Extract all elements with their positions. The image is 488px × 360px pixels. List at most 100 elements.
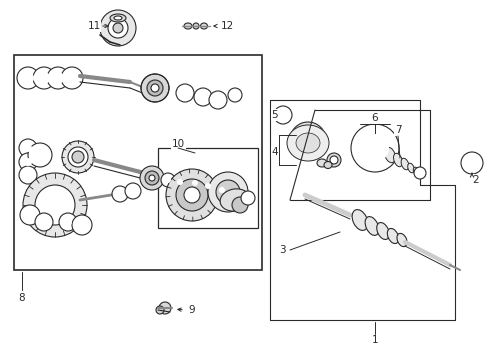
Text: 1: 1 [371, 335, 378, 345]
Circle shape [201, 179, 215, 193]
Ellipse shape [351, 210, 367, 230]
Circle shape [77, 220, 87, 230]
Ellipse shape [295, 133, 319, 153]
Bar [14, 55, 262, 270]
Circle shape [66, 72, 78, 84]
Ellipse shape [396, 233, 406, 247]
Circle shape [72, 151, 84, 163]
Text: 3: 3 [279, 245, 285, 255]
Circle shape [22, 72, 34, 84]
Ellipse shape [324, 162, 331, 168]
Circle shape [33, 67, 55, 89]
Ellipse shape [220, 189, 249, 211]
Circle shape [149, 175, 155, 181]
Circle shape [295, 128, 319, 152]
Circle shape [207, 172, 247, 212]
Circle shape [187, 176, 202, 190]
Text: 5: 5 [271, 110, 278, 120]
Circle shape [19, 166, 37, 184]
Circle shape [47, 67, 69, 89]
Circle shape [19, 153, 37, 171]
Circle shape [183, 187, 200, 203]
Circle shape [100, 10, 136, 46]
Circle shape [19, 139, 37, 157]
Circle shape [215, 183, 228, 197]
Circle shape [465, 157, 477, 169]
Text: 4: 4 [271, 147, 278, 157]
Circle shape [194, 88, 212, 106]
Circle shape [130, 188, 136, 194]
Circle shape [181, 89, 189, 97]
Ellipse shape [407, 163, 413, 173]
Circle shape [227, 88, 242, 102]
Text: 6: 6 [371, 113, 378, 123]
Circle shape [326, 153, 340, 167]
Circle shape [214, 96, 222, 104]
Circle shape [156, 306, 163, 314]
Circle shape [59, 213, 77, 231]
Circle shape [38, 72, 50, 84]
Circle shape [174, 176, 185, 188]
Circle shape [165, 169, 218, 221]
Ellipse shape [400, 158, 408, 170]
Ellipse shape [412, 167, 418, 175]
Circle shape [61, 67, 83, 89]
Circle shape [23, 173, 87, 237]
Ellipse shape [110, 14, 126, 22]
Circle shape [108, 18, 128, 38]
Ellipse shape [286, 125, 328, 161]
Ellipse shape [114, 16, 122, 20]
Circle shape [413, 167, 425, 179]
Circle shape [416, 170, 422, 176]
Circle shape [125, 183, 141, 199]
Circle shape [273, 106, 291, 124]
Circle shape [231, 92, 238, 98]
Text: 10: 10 [172, 139, 185, 149]
Ellipse shape [376, 222, 388, 239]
Circle shape [116, 190, 124, 198]
Circle shape [24, 158, 32, 166]
Circle shape [199, 93, 206, 101]
Circle shape [140, 166, 163, 190]
Circle shape [289, 122, 325, 158]
Ellipse shape [193, 23, 199, 29]
Circle shape [147, 80, 163, 96]
Circle shape [112, 186, 128, 202]
Ellipse shape [386, 229, 398, 244]
Circle shape [231, 197, 247, 213]
Text: 7: 7 [394, 125, 401, 135]
Circle shape [164, 177, 171, 183]
Circle shape [24, 171, 32, 179]
Ellipse shape [183, 23, 192, 29]
Circle shape [35, 185, 75, 225]
Circle shape [24, 144, 32, 152]
Circle shape [161, 173, 175, 187]
Circle shape [64, 218, 72, 226]
Circle shape [145, 171, 159, 185]
Circle shape [72, 215, 92, 235]
Circle shape [68, 147, 88, 167]
Ellipse shape [393, 153, 402, 167]
Circle shape [350, 124, 398, 172]
Circle shape [278, 110, 287, 120]
Text: 8: 8 [19, 293, 25, 303]
Circle shape [17, 67, 39, 89]
Circle shape [302, 134, 313, 146]
Circle shape [52, 72, 64, 84]
Circle shape [208, 91, 226, 109]
Circle shape [62, 141, 94, 173]
Text: 9: 9 [187, 305, 194, 315]
Circle shape [151, 84, 159, 92]
Circle shape [113, 23, 123, 33]
Ellipse shape [384, 147, 395, 163]
Circle shape [159, 302, 171, 314]
Bar [158, 148, 258, 228]
Circle shape [176, 84, 194, 102]
Circle shape [192, 180, 198, 186]
Circle shape [20, 205, 40, 225]
Ellipse shape [316, 159, 326, 167]
Circle shape [33, 148, 47, 162]
Circle shape [204, 183, 210, 189]
Circle shape [244, 195, 250, 201]
Circle shape [176, 179, 207, 211]
